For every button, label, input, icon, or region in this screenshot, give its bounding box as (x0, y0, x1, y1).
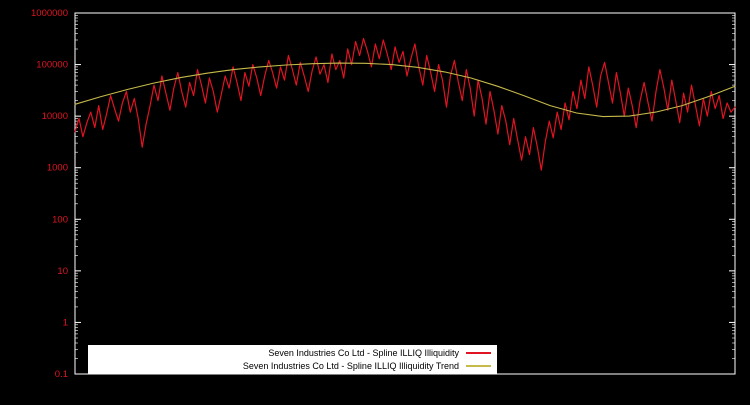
series-line-trend (74, 62, 736, 118)
y-tick-label: 1000000 (31, 8, 68, 19)
y-tick-label: 1000 (47, 163, 68, 174)
legend-item-illiquidity: Seven Industries Co Ltd - Spline ILLIQ I… (88, 347, 497, 360)
legend-line-sample-trend (466, 365, 491, 367)
series-line-illiquidity (74, 37, 736, 171)
y-tick-label: 1 (63, 317, 68, 328)
legend-label-trend: Seven Industries Co Ltd - Spline ILLIQ I… (242, 360, 459, 371)
plot-border (74, 12, 736, 375)
y-tick-label: 10 (57, 266, 68, 277)
legend: Seven Industries Co Ltd - Spline ILLIQ I… (88, 345, 497, 374)
legend-label-illiquidity: Seven Industries Co Ltd - Spline ILLIQ I… (268, 347, 459, 358)
y-tick-label: 100000 (36, 60, 68, 71)
y-tick-label: 100 (52, 214, 68, 225)
y-tick-label: 0.1 (55, 369, 68, 380)
legend-line-sample-illiquidity (466, 352, 491, 354)
y-tick-label: 10000 (42, 111, 68, 122)
legend-item-trend: Seven Industries Co Ltd - Spline ILLIQ I… (88, 360, 497, 373)
